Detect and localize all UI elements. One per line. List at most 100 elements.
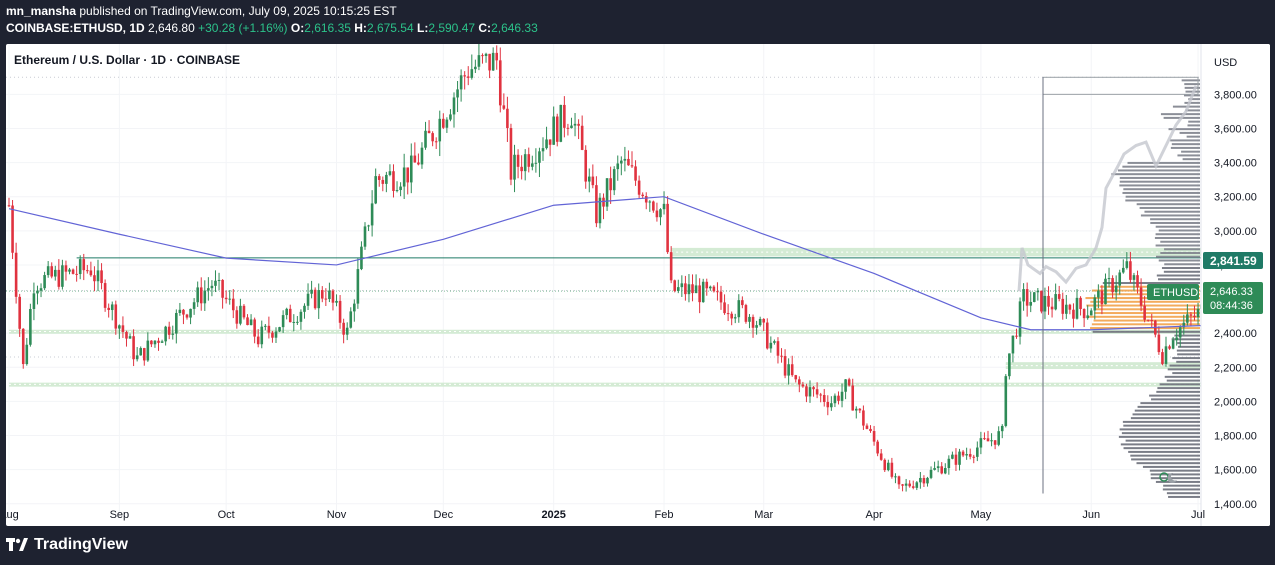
candle — [805, 386, 808, 397]
volume-bar — [1125, 195, 1200, 198]
volume-bar — [1177, 342, 1200, 345]
volume-bar — [1144, 210, 1200, 213]
candle — [139, 348, 143, 356]
time-axis[interactable]: AugSepOctNovDec2025FebMarAprMayJunJulAug… — [6, 509, 1270, 521]
volume-bar — [1142, 465, 1200, 468]
volume-bar — [1162, 488, 1200, 491]
candle — [1104, 278, 1107, 305]
volume-bar — [1187, 124, 1200, 127]
candle — [153, 340, 157, 345]
candle — [502, 105, 506, 109]
candle — [580, 125, 584, 150]
candle — [192, 302, 196, 309]
candle — [723, 302, 726, 314]
volume-bar — [1155, 225, 1200, 228]
candle — [1079, 297, 1082, 309]
publisher-line: mn_mansha published on TradingView.com, … — [6, 3, 538, 20]
candle — [545, 139, 548, 149]
candle — [641, 194, 644, 197]
ohlc-line: COINBASE:ETHUSD, 1D 2,646.80 +30.28 (+1.… — [6, 21, 538, 35]
low-label: L: — [417, 21, 429, 35]
volume-bar — [1121, 432, 1200, 435]
candle — [879, 453, 883, 460]
candle — [164, 326, 167, 342]
candle — [744, 305, 748, 322]
support-zone — [9, 329, 1227, 334]
candle — [392, 171, 395, 191]
moving-average — [8, 196, 1227, 331]
candle — [890, 462, 894, 477]
candle — [217, 279, 221, 281]
volume-bar — [1157, 387, 1200, 390]
publish-info: published on TradingView.com, July 09, 2… — [79, 4, 397, 18]
level-tag-bg — [1203, 252, 1263, 269]
candle — [954, 454, 958, 465]
candle — [296, 321, 299, 323]
candle — [783, 356, 787, 376]
volume-bar — [1164, 263, 1200, 266]
candle — [449, 114, 452, 120]
volume-bar — [1086, 304, 1200, 307]
candle — [89, 270, 93, 276]
footer: TradingView — [6, 536, 128, 554]
candle — [609, 178, 612, 191]
x-tick-label: Apr — [866, 509, 883, 521]
price-chart[interactable]: 1,400.00 1,600.00 1,800.00 2,000.00 2,200.00… — [6, 44, 1270, 526]
candle — [894, 476, 897, 478]
candle — [997, 431, 1000, 445]
chart-panel[interactable]: 1,400.00 1,600.00 1,800.00 2,000.00 2,200.00… — [6, 44, 1270, 526]
candle — [559, 104, 563, 142]
candle — [612, 169, 616, 191]
candle — [826, 401, 830, 408]
volume-bar — [1184, 86, 1200, 89]
candle — [1050, 306, 1054, 310]
volume-bar — [1130, 454, 1200, 457]
candle — [96, 270, 100, 282]
candle — [648, 201, 652, 203]
volume-bar — [1125, 439, 1200, 442]
grid — [6, 44, 1201, 518]
candle — [719, 291, 723, 303]
candle — [1097, 290, 1100, 298]
candle — [669, 252, 673, 281]
candle — [196, 287, 199, 303]
volume-bar — [1168, 128, 1200, 131]
volume-bar — [1094, 312, 1200, 315]
candle — [1121, 267, 1125, 273]
x-tick-label: Aug — [6, 509, 19, 521]
candle — [531, 163, 534, 167]
volume-bar — [1163, 270, 1200, 273]
candle — [573, 123, 577, 126]
candle — [406, 167, 410, 183]
candle — [103, 283, 107, 308]
candle — [495, 52, 499, 61]
settings-icon[interactable] — [1159, 472, 1177, 483]
candle — [897, 476, 901, 485]
candle — [1157, 334, 1161, 353]
annotations — [1017, 76, 1199, 494]
volume-bar — [1125, 199, 1200, 202]
candle — [605, 178, 609, 207]
candle — [570, 125, 573, 129]
volume-bar — [1093, 319, 1200, 322]
candle — [691, 284, 694, 294]
candle — [541, 148, 545, 152]
candle — [86, 270, 89, 272]
candle — [93, 275, 96, 282]
candle — [730, 313, 733, 319]
y-tick-label: 3,000.00 — [1214, 226, 1257, 238]
candle — [288, 308, 292, 323]
candle — [285, 308, 288, 316]
candle — [680, 283, 684, 288]
candle — [142, 348, 146, 361]
volume-bar — [1155, 233, 1200, 236]
candle — [591, 176, 595, 186]
candle — [527, 154, 531, 167]
candle — [274, 331, 278, 338]
candle — [1161, 352, 1164, 364]
footer-brand[interactable]: TradingView — [34, 536, 128, 553]
publisher-name[interactable]: mn_mansha — [6, 4, 77, 18]
candle — [602, 197, 605, 207]
candle — [32, 293, 36, 309]
candle — [267, 325, 271, 333]
